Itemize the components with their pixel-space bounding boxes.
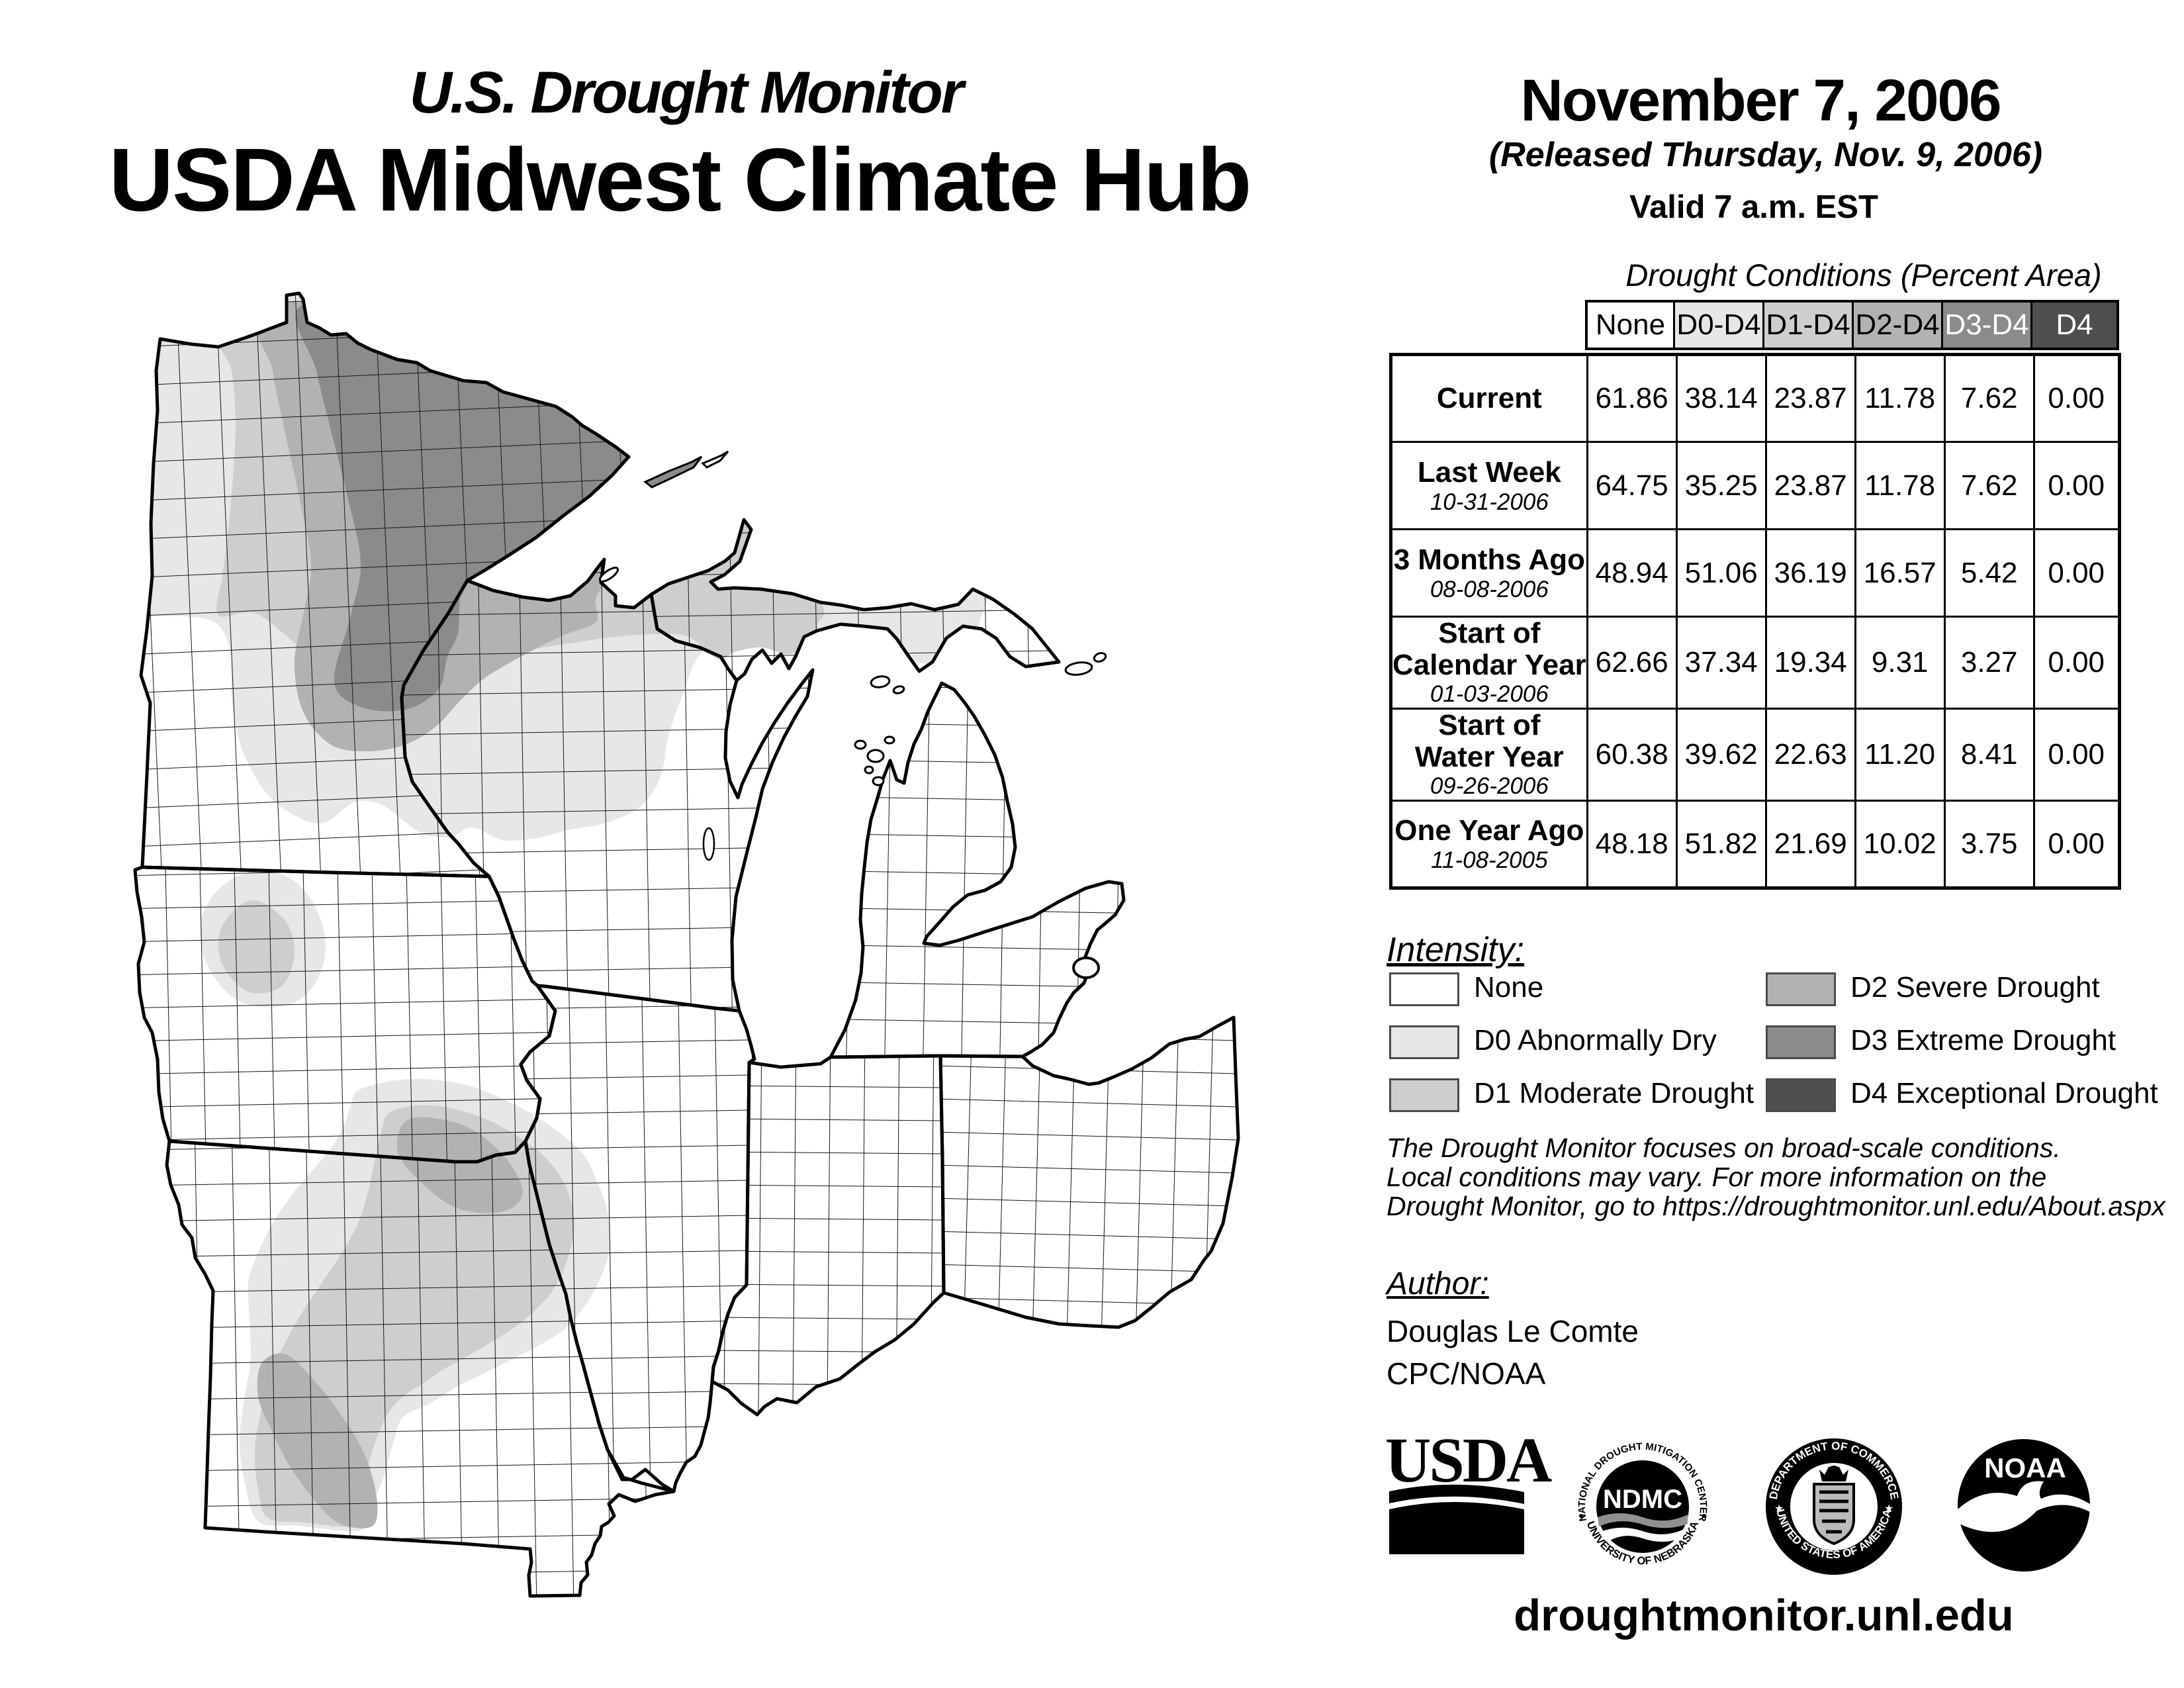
svg-text:NOAA: NOAA (1984, 1452, 2066, 1483)
svg-text:USDA: USDA (1385, 1425, 1552, 1495)
svg-text:★: ★ (1884, 1503, 1893, 1515)
svg-text:★: ★ (1774, 1503, 1784, 1515)
svg-text:NDMC: NDMC (1603, 1485, 1682, 1514)
